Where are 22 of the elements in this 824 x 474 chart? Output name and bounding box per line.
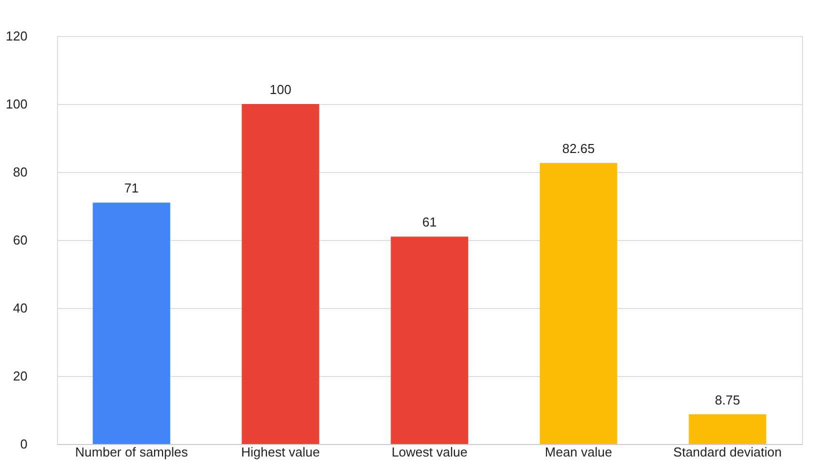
data-label: 100 <box>270 82 292 97</box>
data-label: 61 <box>422 214 437 230</box>
bar <box>242 104 320 444</box>
x-tick-label: Mean value <box>544 444 612 460</box>
x-tick-label: Number of samples <box>75 444 188 460</box>
bar <box>540 162 618 444</box>
x-tick-label: Highest value <box>241 444 320 460</box>
y-tick-label: 60 <box>13 232 28 248</box>
x-tick-label: Standard deviation <box>673 444 782 460</box>
y-tick-label: 0 <box>20 436 28 452</box>
data-label: 71 <box>124 180 139 196</box>
data-label: 82.65 <box>562 140 595 156</box>
bar <box>688 414 766 444</box>
y-tick-label: 100 <box>6 96 28 112</box>
y-tick-label: 40 <box>13 300 28 316</box>
y-tick-label: 120 <box>6 28 28 44</box>
bar <box>390 236 468 444</box>
data-label: 8.75 <box>714 392 740 408</box>
y-tick-label: 80 <box>13 164 28 180</box>
x-tick-label: Lowest value <box>392 444 468 460</box>
bar <box>92 202 170 444</box>
y-tick-label: 20 <box>13 368 28 384</box>
